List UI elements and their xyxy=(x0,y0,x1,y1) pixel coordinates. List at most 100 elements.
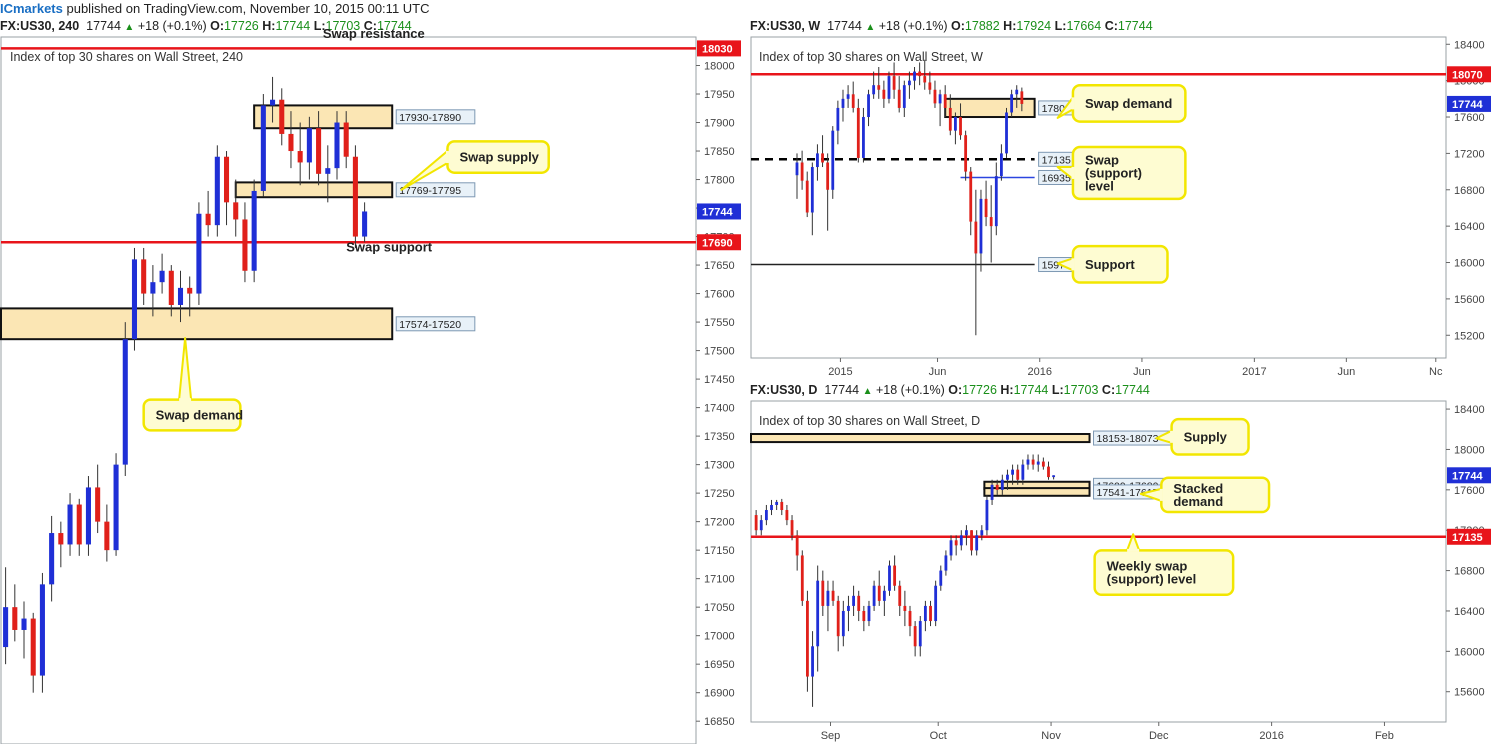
y-tick-label: 16850 xyxy=(704,716,735,728)
candle-body xyxy=(913,626,917,647)
candle-body xyxy=(990,484,994,500)
candle-body xyxy=(872,85,876,95)
y-tick-label: 17600 xyxy=(1454,112,1485,124)
candle xyxy=(362,202,368,243)
y-tick-label: 18400 xyxy=(1454,39,1485,51)
callout-text: Weekly swap xyxy=(1107,559,1188,574)
level-label: 17135 xyxy=(1042,154,1071,166)
candle xyxy=(177,270,184,323)
x-tick-label: Dec xyxy=(1149,730,1169,742)
zone-label-box xyxy=(395,182,476,198)
last-price: 17744 xyxy=(824,383,860,397)
y-tick-label: 16000 xyxy=(1454,258,1485,270)
candle-body xyxy=(800,555,804,601)
y-tick-label: 17400 xyxy=(704,403,735,415)
candle xyxy=(943,85,947,118)
candle-body xyxy=(260,105,266,191)
candle xyxy=(948,94,952,136)
chart-panel-daily[interactable]: FX:US30, D 17744 ▲ +18 (+0.1%) O:17726 H… xyxy=(750,381,1498,744)
candle xyxy=(887,71,891,104)
candle-body xyxy=(251,190,257,271)
y-tick-label: 18000 xyxy=(1454,444,1485,456)
candle-body xyxy=(872,585,876,606)
y-tick-label: 17300 xyxy=(704,460,735,472)
chart-subtitle: Index of top 30 shares on Wall Street, 2… xyxy=(10,50,243,64)
x-tick-label: Nov xyxy=(1041,730,1061,742)
candle-body xyxy=(21,618,27,630)
symbol-label: FX:US30, 240 xyxy=(0,19,80,33)
chart-canvas[interactable]: Index of top 30 shares on Wall Street, 2… xyxy=(0,17,747,744)
candle xyxy=(918,616,922,657)
candle xyxy=(297,122,303,186)
candle xyxy=(251,179,257,283)
level-price-label: 18070 xyxy=(1452,69,1483,81)
y-tick-label: 16400 xyxy=(1454,221,1485,233)
candle-body xyxy=(949,540,953,556)
candle xyxy=(826,153,830,231)
candle-body xyxy=(279,99,285,134)
y-tick-label: 17100 xyxy=(704,574,735,586)
candle xyxy=(76,498,82,556)
low-value: 17703 xyxy=(325,19,361,33)
candle xyxy=(938,89,942,127)
candle xyxy=(95,464,101,534)
y-tick-label: 16000 xyxy=(1454,646,1485,658)
symbol-label: FX:US30, W xyxy=(750,19,821,33)
candle-body xyxy=(836,600,840,637)
candle xyxy=(846,85,850,108)
candle xyxy=(343,111,349,169)
chart-canvas[interactable]: Index of top 30 shares on Wall Street, W… xyxy=(750,17,1498,380)
zone-label: 17930-17890 xyxy=(399,112,461,124)
callout-box xyxy=(1093,549,1235,597)
high-value: 17744 xyxy=(275,19,311,33)
candle-body xyxy=(893,565,897,586)
candle xyxy=(85,476,91,556)
y-tick-label: 16900 xyxy=(704,688,735,700)
chart-annotation: Swap resistance xyxy=(323,26,425,41)
level-price-tag xyxy=(1447,528,1491,545)
level-price-label: 18030 xyxy=(702,43,733,55)
candle-body xyxy=(1011,469,1014,475)
candle xyxy=(168,265,174,317)
candle-body xyxy=(877,85,881,90)
candle-body xyxy=(30,618,36,676)
y-tick-label: 17150 xyxy=(704,545,735,557)
candle xyxy=(187,276,193,317)
price-change: +18 (+0.1%) xyxy=(878,19,948,33)
callout-text: Swap demand xyxy=(156,408,243,423)
candle-body xyxy=(39,584,45,676)
candle-body xyxy=(159,270,165,283)
callout: Swap supply xyxy=(400,140,550,191)
chart-panel-weekly[interactable]: FX:US30, W 17744 ▲ +18 (+0.1%) O:17882 H… xyxy=(750,17,1498,380)
y-tick-label: 15600 xyxy=(1454,687,1485,699)
candle-body xyxy=(1047,466,1050,478)
candle xyxy=(49,515,55,602)
y-tick-label: 17850 xyxy=(704,146,735,158)
brand-logo[interactable]: ICmarkets xyxy=(0,1,63,16)
chart-canvas[interactable]: Index of top 30 shares on Wall Street, D… xyxy=(750,381,1498,744)
candle xyxy=(795,153,799,199)
candle xyxy=(790,515,794,541)
candle xyxy=(939,565,943,591)
candle-body xyxy=(959,117,962,136)
candle-body xyxy=(775,501,779,505)
candle xyxy=(800,150,804,190)
candle xyxy=(821,570,825,617)
candle xyxy=(131,247,138,351)
zone-label: 18153-18073 xyxy=(1097,433,1159,445)
y-tick-label: 17200 xyxy=(704,517,735,529)
chart-header: FX:US30, W 17744 ▲ +18 (+0.1%) O:17882 H… xyxy=(750,19,1153,33)
candle xyxy=(288,111,294,169)
callout-text: (support) xyxy=(1085,165,1142,180)
candle-body xyxy=(800,162,804,181)
candle-body xyxy=(943,94,947,108)
candle xyxy=(994,162,998,236)
candle-body xyxy=(325,168,331,174)
close-value: 17744 xyxy=(1115,383,1150,397)
candle-body xyxy=(841,610,845,637)
candle xyxy=(104,504,110,562)
candle-body xyxy=(847,605,850,611)
chart-panel-4h[interactable]: FX:US30, 240 17744 ▲ +18 (+0.1%) O:17726… xyxy=(0,17,747,744)
candle-body xyxy=(811,646,814,677)
y-tick-label: 17900 xyxy=(704,118,735,130)
